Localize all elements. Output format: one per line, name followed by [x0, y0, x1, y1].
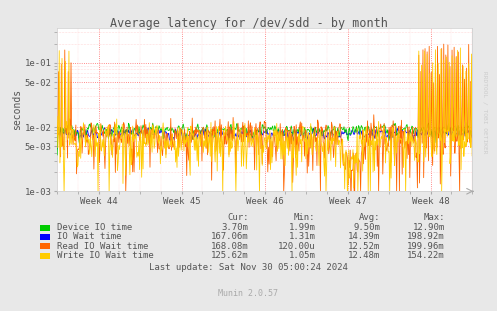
Text: 125.62m: 125.62m: [211, 251, 248, 260]
Text: RRDTOOL / TOBI OETIKER: RRDTOOL / TOBI OETIKER: [482, 71, 487, 153]
Text: 1.99m: 1.99m: [289, 224, 316, 232]
Text: Read IO Wait time: Read IO Wait time: [57, 242, 149, 251]
Y-axis label: seconds: seconds: [12, 89, 22, 130]
Text: 12.48m: 12.48m: [348, 251, 380, 260]
Text: Device IO time: Device IO time: [57, 224, 132, 232]
Text: Min:: Min:: [294, 213, 316, 222]
Text: Max:: Max:: [423, 213, 445, 222]
Text: 198.92m: 198.92m: [407, 233, 445, 241]
Text: Cur:: Cur:: [227, 213, 248, 222]
Text: Average latency for /dev/sdd - by month: Average latency for /dev/sdd - by month: [109, 17, 388, 30]
Text: 14.39m: 14.39m: [348, 233, 380, 241]
Text: 12.52m: 12.52m: [348, 242, 380, 251]
Text: IO Wait time: IO Wait time: [57, 233, 122, 241]
Text: 167.06m: 167.06m: [211, 233, 248, 241]
Text: 168.08m: 168.08m: [211, 242, 248, 251]
Text: 12.90m: 12.90m: [413, 224, 445, 232]
Text: Avg:: Avg:: [359, 213, 380, 222]
Text: 3.70m: 3.70m: [222, 224, 248, 232]
Text: 154.22m: 154.22m: [407, 251, 445, 260]
Text: Munin 2.0.57: Munin 2.0.57: [219, 289, 278, 298]
Text: 199.96m: 199.96m: [407, 242, 445, 251]
Text: 9.50m: 9.50m: [353, 224, 380, 232]
Text: 1.05m: 1.05m: [289, 251, 316, 260]
Text: Last update: Sat Nov 30 05:00:24 2024: Last update: Sat Nov 30 05:00:24 2024: [149, 263, 348, 272]
Text: 1.31m: 1.31m: [289, 233, 316, 241]
Text: Write IO Wait time: Write IO Wait time: [57, 251, 154, 260]
Text: 120.00u: 120.00u: [278, 242, 316, 251]
